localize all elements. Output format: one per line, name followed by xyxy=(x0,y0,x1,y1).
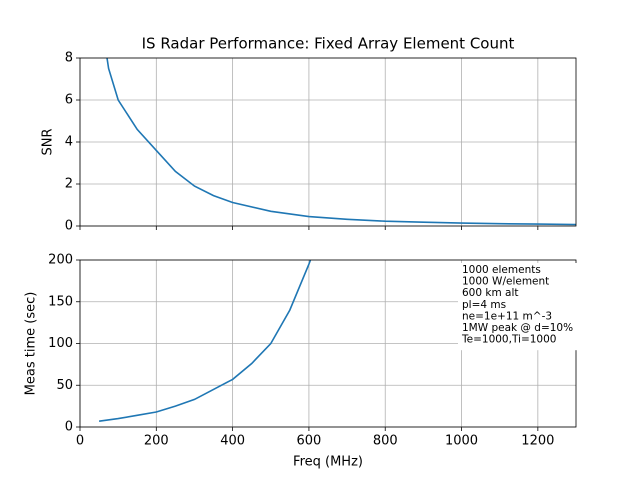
data-line xyxy=(98,260,312,422)
y-axis-label: Meas time (sec) xyxy=(24,292,39,396)
y-tick-label: 100 xyxy=(48,336,73,351)
y-tick-label: 8 xyxy=(65,51,73,66)
x-tick-label: 1200 xyxy=(521,434,554,449)
annotation-line: pl=4 ms xyxy=(462,299,506,311)
annotation-box xyxy=(458,263,582,351)
data-line xyxy=(106,58,576,226)
y-tick-label: 0 xyxy=(65,219,73,234)
annotation-line: 600 km alt xyxy=(462,287,519,299)
x-tick-label: 200 xyxy=(144,434,169,449)
y-axis-label: SNR xyxy=(41,128,56,155)
y-tick-label: 2 xyxy=(65,177,73,192)
annotation-line: ne=1e+11 m^-3 xyxy=(462,310,552,322)
x-axis-label: Freq (MHz) xyxy=(293,455,363,470)
x-tick-label: 400 xyxy=(220,434,245,449)
x-tick-label: 1000 xyxy=(445,434,478,449)
x-tick-label: 0 xyxy=(76,434,84,449)
annotation-line: 1MW peak @ d=10% xyxy=(462,322,573,334)
y-tick-label: 150 xyxy=(48,294,73,309)
chart-title: IS Radar Performance: Fixed Array Elemen… xyxy=(142,35,515,53)
axes-frame xyxy=(79,57,577,227)
annotation-line: 1000 elements xyxy=(462,264,541,276)
y-tick-label: 6 xyxy=(65,93,73,108)
y-tick-label: 200 xyxy=(48,253,73,268)
annotation-line: 1000 W/element xyxy=(462,276,549,288)
y-tick-label: 50 xyxy=(56,378,73,393)
y-tick-label: 4 xyxy=(65,135,73,150)
annotation-line: Te=1000,Ti=1000 xyxy=(461,334,556,346)
y-tick-label: 0 xyxy=(65,420,73,435)
x-tick-label: 800 xyxy=(373,434,398,449)
x-tick-label: 600 xyxy=(297,434,322,449)
